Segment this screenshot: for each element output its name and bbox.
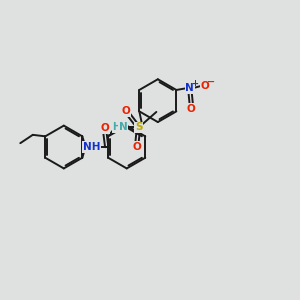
Text: O: O: [187, 104, 196, 114]
Text: +: +: [191, 79, 198, 88]
Text: N: N: [119, 122, 128, 132]
Text: S: S: [135, 122, 142, 132]
Text: NH: NH: [82, 142, 100, 152]
Text: O: O: [201, 81, 210, 91]
Text: H: H: [112, 122, 121, 132]
Text: O: O: [100, 123, 109, 133]
Text: O: O: [133, 142, 141, 152]
Text: O: O: [121, 106, 130, 116]
Text: −: −: [207, 77, 215, 87]
Text: N: N: [185, 83, 194, 94]
